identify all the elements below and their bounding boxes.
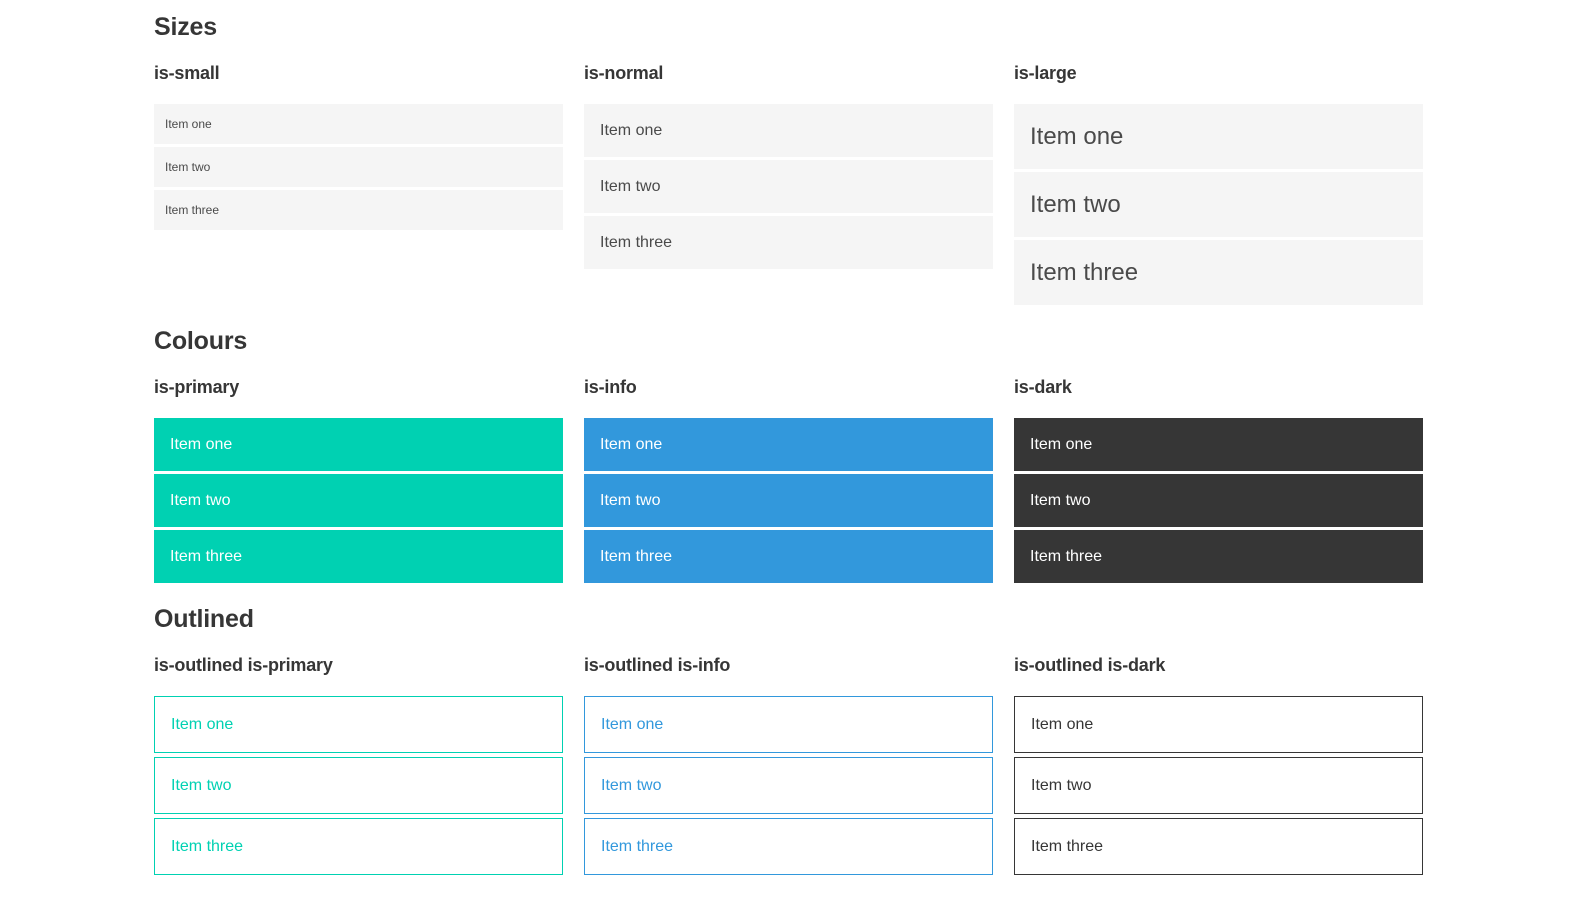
list-item[interactable]: Item two: [154, 757, 563, 814]
section-columns: is-primary Item one Item two Item three is…: [154, 377, 1595, 583]
list-item[interactable]: Item two: [154, 147, 563, 187]
list-item[interactable]: Item three: [1014, 818, 1423, 875]
group-is-large: is-large Item one Item two Item three: [1014, 63, 1423, 305]
list-item[interactable]: Item three: [1014, 530, 1423, 583]
list: Item one Item two Item three: [1014, 696, 1423, 875]
list-item[interactable]: Item one: [1014, 104, 1423, 169]
group-title: is-info: [584, 377, 637, 397]
list-item[interactable]: Item two: [584, 474, 993, 527]
section-title: Outlined: [154, 605, 254, 633]
group-is-normal: is-normal Item one Item two Item three: [584, 63, 993, 305]
section-columns: is-small Item one Item two Item three is-n…: [154, 63, 1595, 305]
section-title: Colours: [154, 327, 248, 355]
group-is-outlined-is-dark: is-outlined is-dark Item one Item two Item…: [1014, 655, 1423, 875]
list-item[interactable]: Item one: [154, 696, 563, 753]
list: Item one Item two Item three: [154, 696, 563, 875]
list: Item one Item two Item three: [154, 418, 563, 583]
group-title: is-outlined is-info: [584, 655, 731, 675]
group-title: is-large: [1014, 63, 1077, 83]
list: Item one Item two Item three: [584, 104, 993, 269]
section-outlined: Outlined is-outlined is-primary Item one…: [154, 605, 1595, 875]
group-is-primary: is-primary Item one Item two Item three: [154, 377, 563, 583]
list-item[interactable]: Item two: [154, 474, 563, 527]
group-title: is-outlined is-primary: [154, 655, 333, 675]
list-item[interactable]: Item three: [154, 530, 563, 583]
list: Item one Item two Item three: [1014, 418, 1423, 583]
section-colours: Colours is-primary Item one Item two Item …: [154, 327, 1595, 583]
list-item[interactable]: Item two: [1014, 474, 1423, 527]
group-title: is-primary: [154, 377, 240, 397]
list-item[interactable]: Item three: [1014, 240, 1423, 305]
list-item[interactable]: Item two: [584, 757, 993, 814]
list: Item one Item two Item three: [1014, 104, 1423, 305]
group-is-dark: is-dark Item one Item two Item three: [1014, 377, 1423, 583]
list-item[interactable]: Item three: [584, 216, 993, 269]
list-item[interactable]: Item one: [154, 418, 563, 471]
group-is-small: is-small Item one Item two Item three: [154, 63, 563, 305]
section-columns: is-outlined is-primary Item one Item two I…: [154, 655, 1595, 875]
section-sizes: Sizes is-small Item one Item two Item thre…: [154, 13, 1595, 305]
section-title: Sizes: [154, 13, 217, 41]
group-title: is-outlined is-dark: [1014, 655, 1166, 675]
list-item[interactable]: Item two: [584, 160, 993, 213]
list: Item one Item two Item three: [584, 696, 993, 875]
group-is-outlined-is-info: is-outlined is-info Item one Item two Item…: [584, 655, 993, 875]
list-item[interactable]: Item one: [584, 696, 993, 753]
list-item[interactable]: Item one: [154, 104, 563, 144]
list-item[interactable]: Item two: [1014, 757, 1423, 814]
list-item[interactable]: Item one: [1014, 696, 1423, 753]
list-item[interactable]: Item one: [584, 104, 993, 157]
group-title: is-dark: [1014, 377, 1072, 397]
list: Item one Item two Item three: [154, 104, 563, 230]
list-item[interactable]: Item three: [584, 818, 993, 875]
list: Item one Item two Item three: [584, 418, 993, 583]
list-item[interactable]: Item three: [154, 818, 563, 875]
group-is-outlined-is-primary: is-outlined is-primary Item one Item two I…: [154, 655, 563, 875]
list-item[interactable]: Item one: [584, 418, 993, 471]
list-item[interactable]: Item three: [154, 190, 563, 230]
group-is-info: is-info Item one Item two Item three: [584, 377, 993, 583]
list-item[interactable]: Item three: [584, 530, 993, 583]
group-title: is-normal: [584, 63, 664, 83]
list-item[interactable]: Item one: [1014, 418, 1423, 471]
list-item[interactable]: Item two: [1014, 172, 1423, 237]
group-title: is-small: [154, 63, 220, 83]
